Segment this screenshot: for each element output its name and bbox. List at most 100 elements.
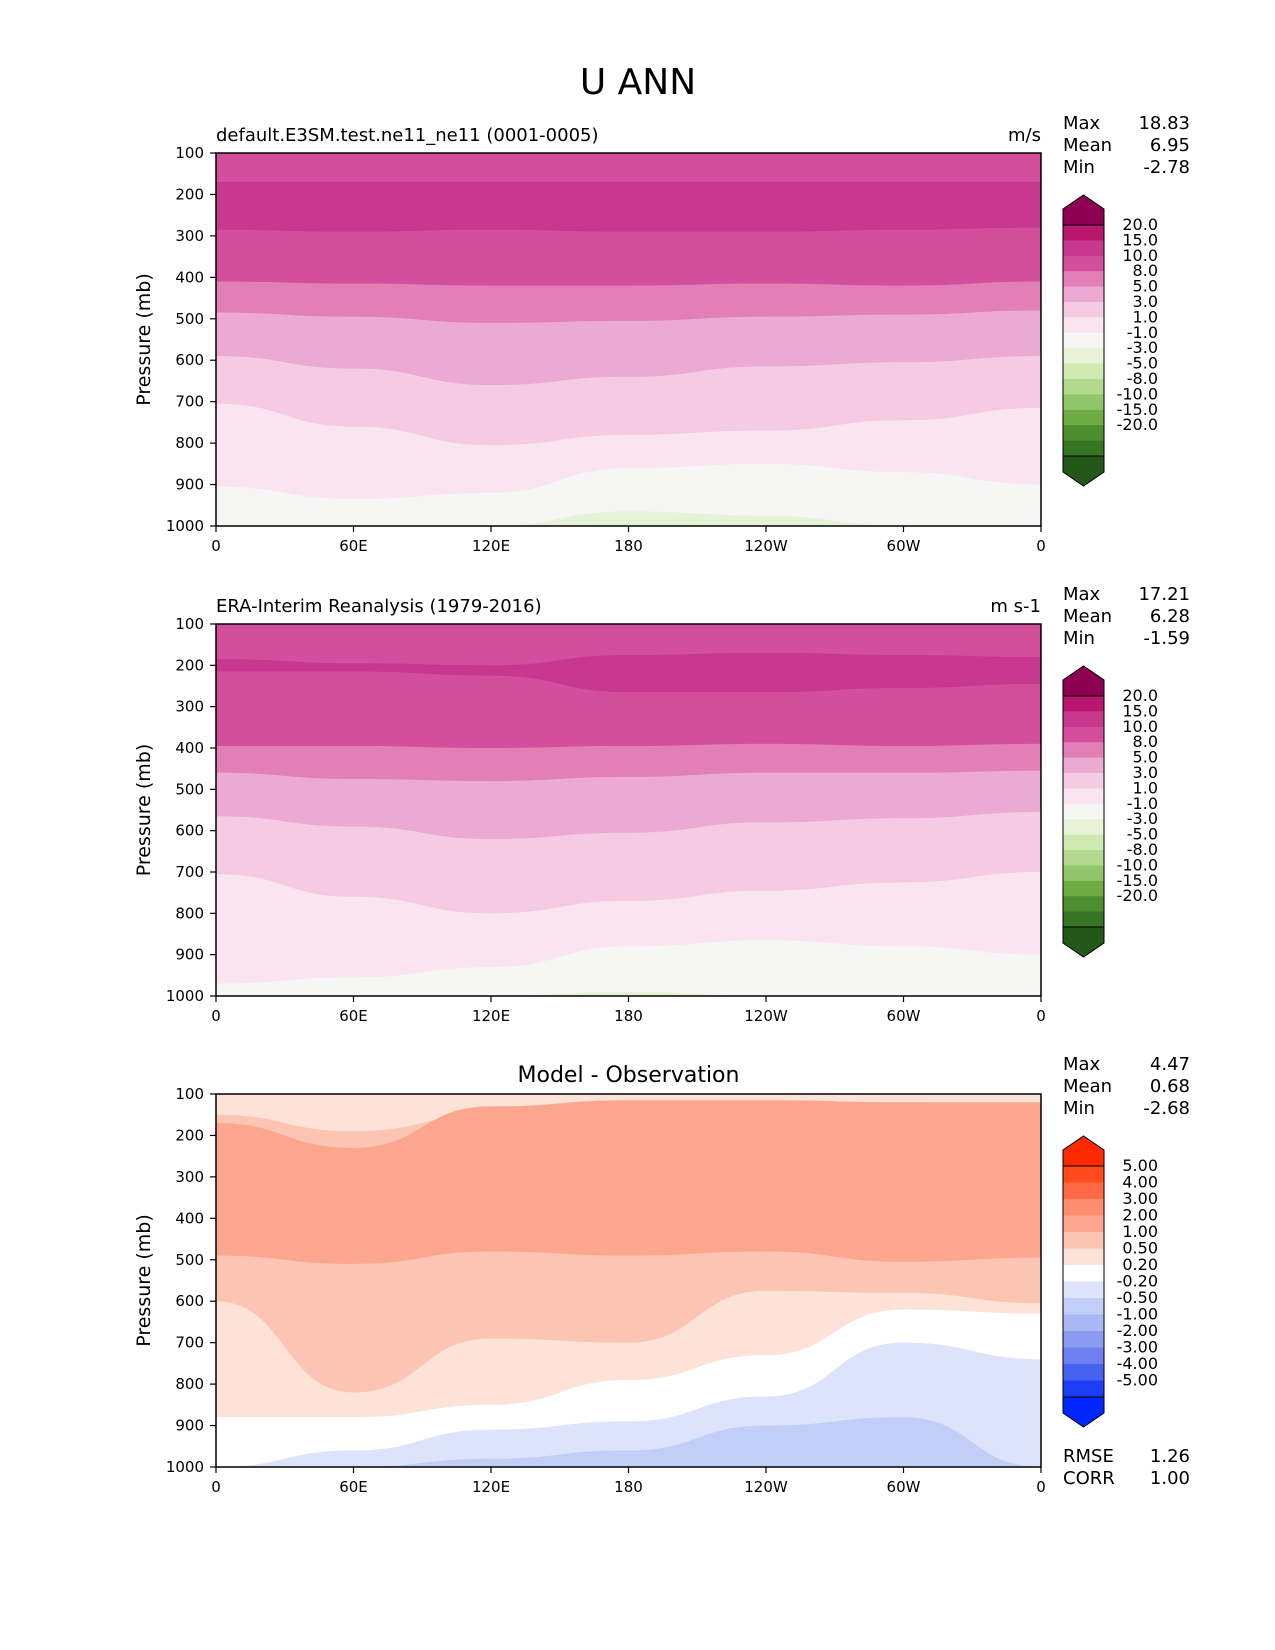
colorbar-segment — [1063, 788, 1104, 805]
stat-label: Mean — [1063, 606, 1112, 627]
colorbar-segment — [1063, 379, 1104, 395]
y-tick-label: 700 — [175, 393, 204, 411]
colorbar-tick-label: -8.0 — [1127, 369, 1158, 388]
colorbar-segment — [1063, 1298, 1104, 1315]
colorbar-tick-label: 10.0 — [1122, 717, 1158, 736]
x-tick-label: 60W — [887, 537, 921, 555]
stat-label: Mean — [1063, 135, 1112, 156]
y-tick-label: 200 — [175, 656, 204, 674]
x-tick-label: 180 — [614, 1478, 643, 1496]
colorbar-segment — [1063, 1314, 1104, 1332]
colorbar-tick-label: 20.0 — [1122, 686, 1158, 705]
stat-label: Max — [1063, 584, 1101, 605]
y-tick-label: 900 — [175, 476, 204, 494]
colorbar-segment — [1063, 1380, 1104, 1398]
colorbar-segment — [1063, 1248, 1104, 1266]
colorbar-tick-label: 3.0 — [1133, 763, 1158, 782]
colorbar-tick-label: 20.0 — [1122, 215, 1158, 234]
colorbar-extend-bottom — [1062, 455, 1105, 487]
stat-value: 1.26 — [1150, 1446, 1190, 1467]
colorbar-segment — [1063, 1215, 1104, 1233]
y-tick-label: 100 — [175, 1085, 204, 1103]
colorbar-extend-top — [1062, 665, 1105, 697]
y-tick-label: 300 — [175, 227, 204, 245]
colorbar-tick-label: 2.00 — [1122, 1206, 1158, 1225]
panel-difference: 100 200 300 400 500 600 700 800 900 1000 0 60E 120E 1… — [133, 1054, 1190, 1496]
y-tick-label: 500 — [175, 1251, 204, 1269]
stat-value: -1.59 — [1143, 628, 1190, 649]
stat-value: 4.47 — [1150, 1054, 1190, 1075]
contour-band — [216, 511, 1041, 526]
colorbar-segment — [1063, 348, 1104, 365]
x-tick-label: 0 — [211, 1007, 221, 1025]
colorbar-segment — [1063, 773, 1104, 789]
colorbar-segment — [1063, 896, 1104, 913]
colorbar-tick-label: -3.0 — [1127, 809, 1158, 828]
x-tick-label: 120E — [472, 1478, 510, 1496]
colorbar-segment — [1063, 1232, 1104, 1249]
colorbar-segment — [1063, 409, 1104, 426]
y-tick-label: 100 — [175, 615, 204, 633]
colorbar-tick-label: 8.0 — [1133, 261, 1158, 280]
colorbar-segment — [1063, 803, 1104, 820]
colorbar-tick-label: -4.00 — [1117, 1354, 1158, 1373]
colorbar-tick-label: -3.00 — [1117, 1338, 1158, 1357]
y-tick-label: 800 — [175, 1375, 204, 1393]
stat-label: CORR — [1063, 1468, 1115, 1489]
colorbar-segment — [1063, 363, 1104, 380]
colorbar-tick-label: -0.50 — [1117, 1288, 1158, 1307]
stat-label: Mean — [1063, 1076, 1112, 1097]
colorbar-tick-label: -1.0 — [1127, 794, 1158, 813]
colorbar-tick-label: -5.0 — [1127, 825, 1158, 844]
colorbar-tick-label: -0.20 — [1117, 1272, 1158, 1291]
y-tick-label: 300 — [175, 698, 204, 716]
colorbar-tick-label: -2.00 — [1117, 1321, 1158, 1340]
x-tick-label: 0 — [1036, 537, 1046, 555]
stat-label: RMSE — [1063, 1446, 1114, 1467]
x-tick-label: 180 — [614, 537, 643, 555]
colorbar-extend-bottom — [1062, 1396, 1105, 1428]
colorbar-segment — [1063, 317, 1104, 334]
x-tick-label: 0 — [1036, 1007, 1046, 1025]
colorbar-tick-label: 0.20 — [1122, 1255, 1158, 1274]
stat-label: Max — [1063, 113, 1101, 134]
y-tick-label: 900 — [175, 946, 204, 964]
colorbar-segment — [1063, 757, 1104, 774]
stat-value: 17.21 — [1138, 584, 1190, 605]
colorbar-segment — [1063, 440, 1104, 457]
colorbar-extend-top — [1062, 1135, 1105, 1167]
x-tick-label: 120W — [744, 537, 788, 555]
colorbar-tick-label: 3.00 — [1122, 1189, 1158, 1208]
x-tick-label: 60E — [339, 1007, 368, 1025]
x-tick-label: 60E — [339, 1478, 368, 1496]
y-tick-label: 500 — [175, 780, 204, 798]
colorbar-frame — [1062, 224, 1105, 457]
colorbar-tick-label: 1.0 — [1133, 778, 1158, 797]
colorbar-segment — [1063, 271, 1104, 288]
contour-band — [216, 940, 1041, 996]
colorbar-tick-label: -5.00 — [1117, 1371, 1158, 1390]
stat-value: 6.95 — [1150, 135, 1190, 156]
y-tick-label: 900 — [175, 1417, 204, 1435]
x-tick-label: 0 — [1036, 1478, 1046, 1496]
panel-title-left: ERA-Interim Reanalysis (1979-2016) — [216, 596, 542, 617]
colorbar-extend-bottom — [1062, 926, 1105, 958]
x-tick-label: 180 — [614, 1007, 643, 1025]
colorbar-tick-label: 15.0 — [1122, 701, 1158, 720]
y-tick-label: 1000 — [166, 987, 204, 1005]
y-tick-label: 700 — [175, 1334, 204, 1352]
colorbar-tick-label: 0.50 — [1122, 1239, 1158, 1258]
colorbar-tick-label: 15.0 — [1122, 230, 1158, 249]
stat-value: 6.28 — [1150, 606, 1190, 627]
colorbar-segment — [1063, 819, 1104, 836]
contour-band — [216, 991, 1041, 996]
colorbar-segment — [1063, 302, 1104, 318]
y-tick-label: 1000 — [166, 517, 204, 535]
colorbar-tick-label: 5.00 — [1122, 1156, 1158, 1175]
colorbar-segment — [1063, 225, 1104, 241]
y-tick-label: 1000 — [166, 1458, 204, 1476]
y-tick-label: 100 — [175, 144, 204, 162]
y-tick-label: 200 — [175, 1126, 204, 1144]
stat-value: 1.00 — [1150, 1468, 1190, 1489]
colorbar-segment — [1063, 286, 1104, 303]
